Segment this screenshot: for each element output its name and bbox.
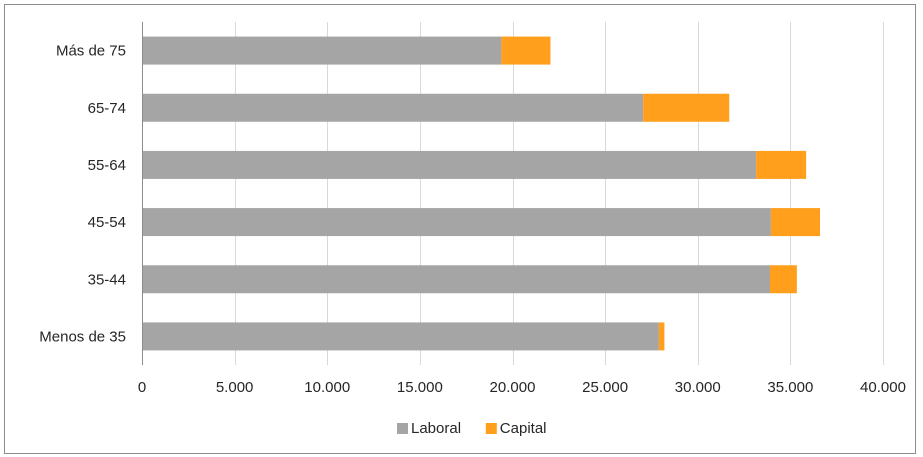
chart: Menos de 35 35-44 45-54 55-64 65-74 Más de 75…: [39, 22, 906, 437]
legend-swatch-laboral: [397, 423, 408, 434]
bar-laboral: [142, 322, 659, 351]
y-tick-label: 55-64: [88, 157, 126, 174]
chart-frame: Menos de 35 35-44 45-54 55-64 65-74 Más de 75…: [4, 4, 916, 454]
x-tick-label: 35.000: [767, 379, 813, 396]
bar-capital: [658, 322, 665, 351]
legend-swatch-capital: [485, 423, 497, 434]
bar-laboral: [142, 265, 770, 294]
bar-capital: [756, 150, 807, 179]
legend-label-laboral: Laboral: [411, 420, 461, 437]
x-tick-label: 25.000: [582, 379, 628, 396]
x-tick-label: 20.000: [490, 379, 536, 396]
y-axis-labels: Menos de 35 35-44 45-54 55-64 65-74 Más de 75: [39, 43, 126, 346]
x-tick-label: 0: [138, 379, 146, 396]
bars: [142, 36, 821, 351]
x-tick-label: 30.000: [675, 379, 721, 396]
bar-capital: [643, 93, 730, 122]
bar-laboral: [142, 208, 771, 237]
bar-laboral: [142, 150, 757, 179]
gridlines: [235, 22, 884, 365]
x-tick-label: 15.000: [397, 379, 443, 396]
x-tick-label: 10.000: [304, 379, 350, 396]
x-tick-label: 5.000: [216, 379, 254, 396]
bar-laboral: [142, 36, 502, 65]
bar-capital: [769, 265, 797, 294]
y-tick-label: 65-74: [88, 100, 126, 117]
y-tick-label: Más de 75: [56, 43, 126, 60]
bar-capital: [770, 208, 821, 237]
y-tick-label: Menos de 35: [39, 328, 126, 345]
bar-capital: [501, 36, 551, 65]
bar-laboral: [142, 93, 644, 122]
y-tick-label: 45-54: [88, 214, 126, 231]
x-axis-labels: 0 5.000 10.000 15.000 20.000 25.000 30.000 35.0…: [138, 379, 906, 396]
y-tick-label: 35-44: [88, 271, 126, 288]
legend-label-capital: Capital: [500, 420, 547, 437]
legend: Laboral Capital: [397, 420, 547, 437]
x-tick-label: 40.000: [860, 379, 906, 396]
